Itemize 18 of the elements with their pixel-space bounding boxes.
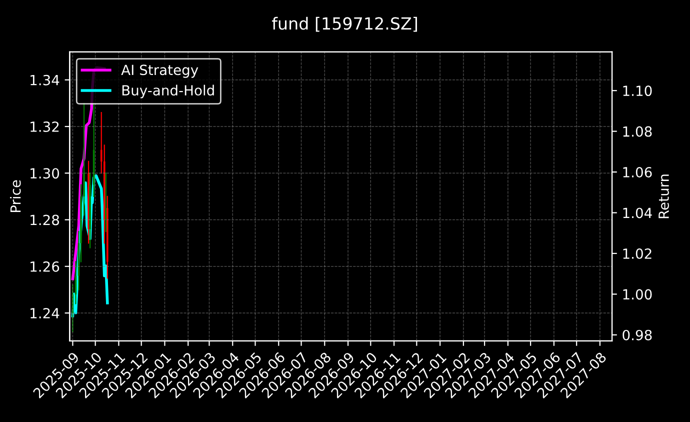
y-tick-label: 1.26 (30, 261, 60, 272)
y-tick-label: 1.28 (30, 214, 60, 226)
y2-tick-label: 1.10 (623, 86, 652, 96)
y2-tick-label: 1.02 (623, 248, 652, 259)
legend-label: AI Strategy (121, 64, 198, 78)
y2-tick-label: 1.08 (623, 126, 652, 137)
y-tick-label: 1.30 (30, 168, 60, 179)
y2-tick-label: 1.06 (623, 166, 652, 178)
y-tick-label: 1.34 (30, 74, 60, 86)
y2-tick-label: 1.00 (623, 289, 652, 300)
y2-axis-title: Return (658, 174, 669, 218)
y-tick-label: 1.24 (30, 308, 60, 318)
legend-label: Buy-and-Hold (122, 84, 214, 98)
y-tick-label: 1.32 (30, 121, 59, 132)
y2-tick-label: 1.04 (623, 208, 652, 218)
y-axis-title: Price (10, 180, 21, 212)
y2-tick-label: 0.98 (622, 330, 652, 340)
chart-title: fund [159712.SZ] (272, 16, 417, 32)
